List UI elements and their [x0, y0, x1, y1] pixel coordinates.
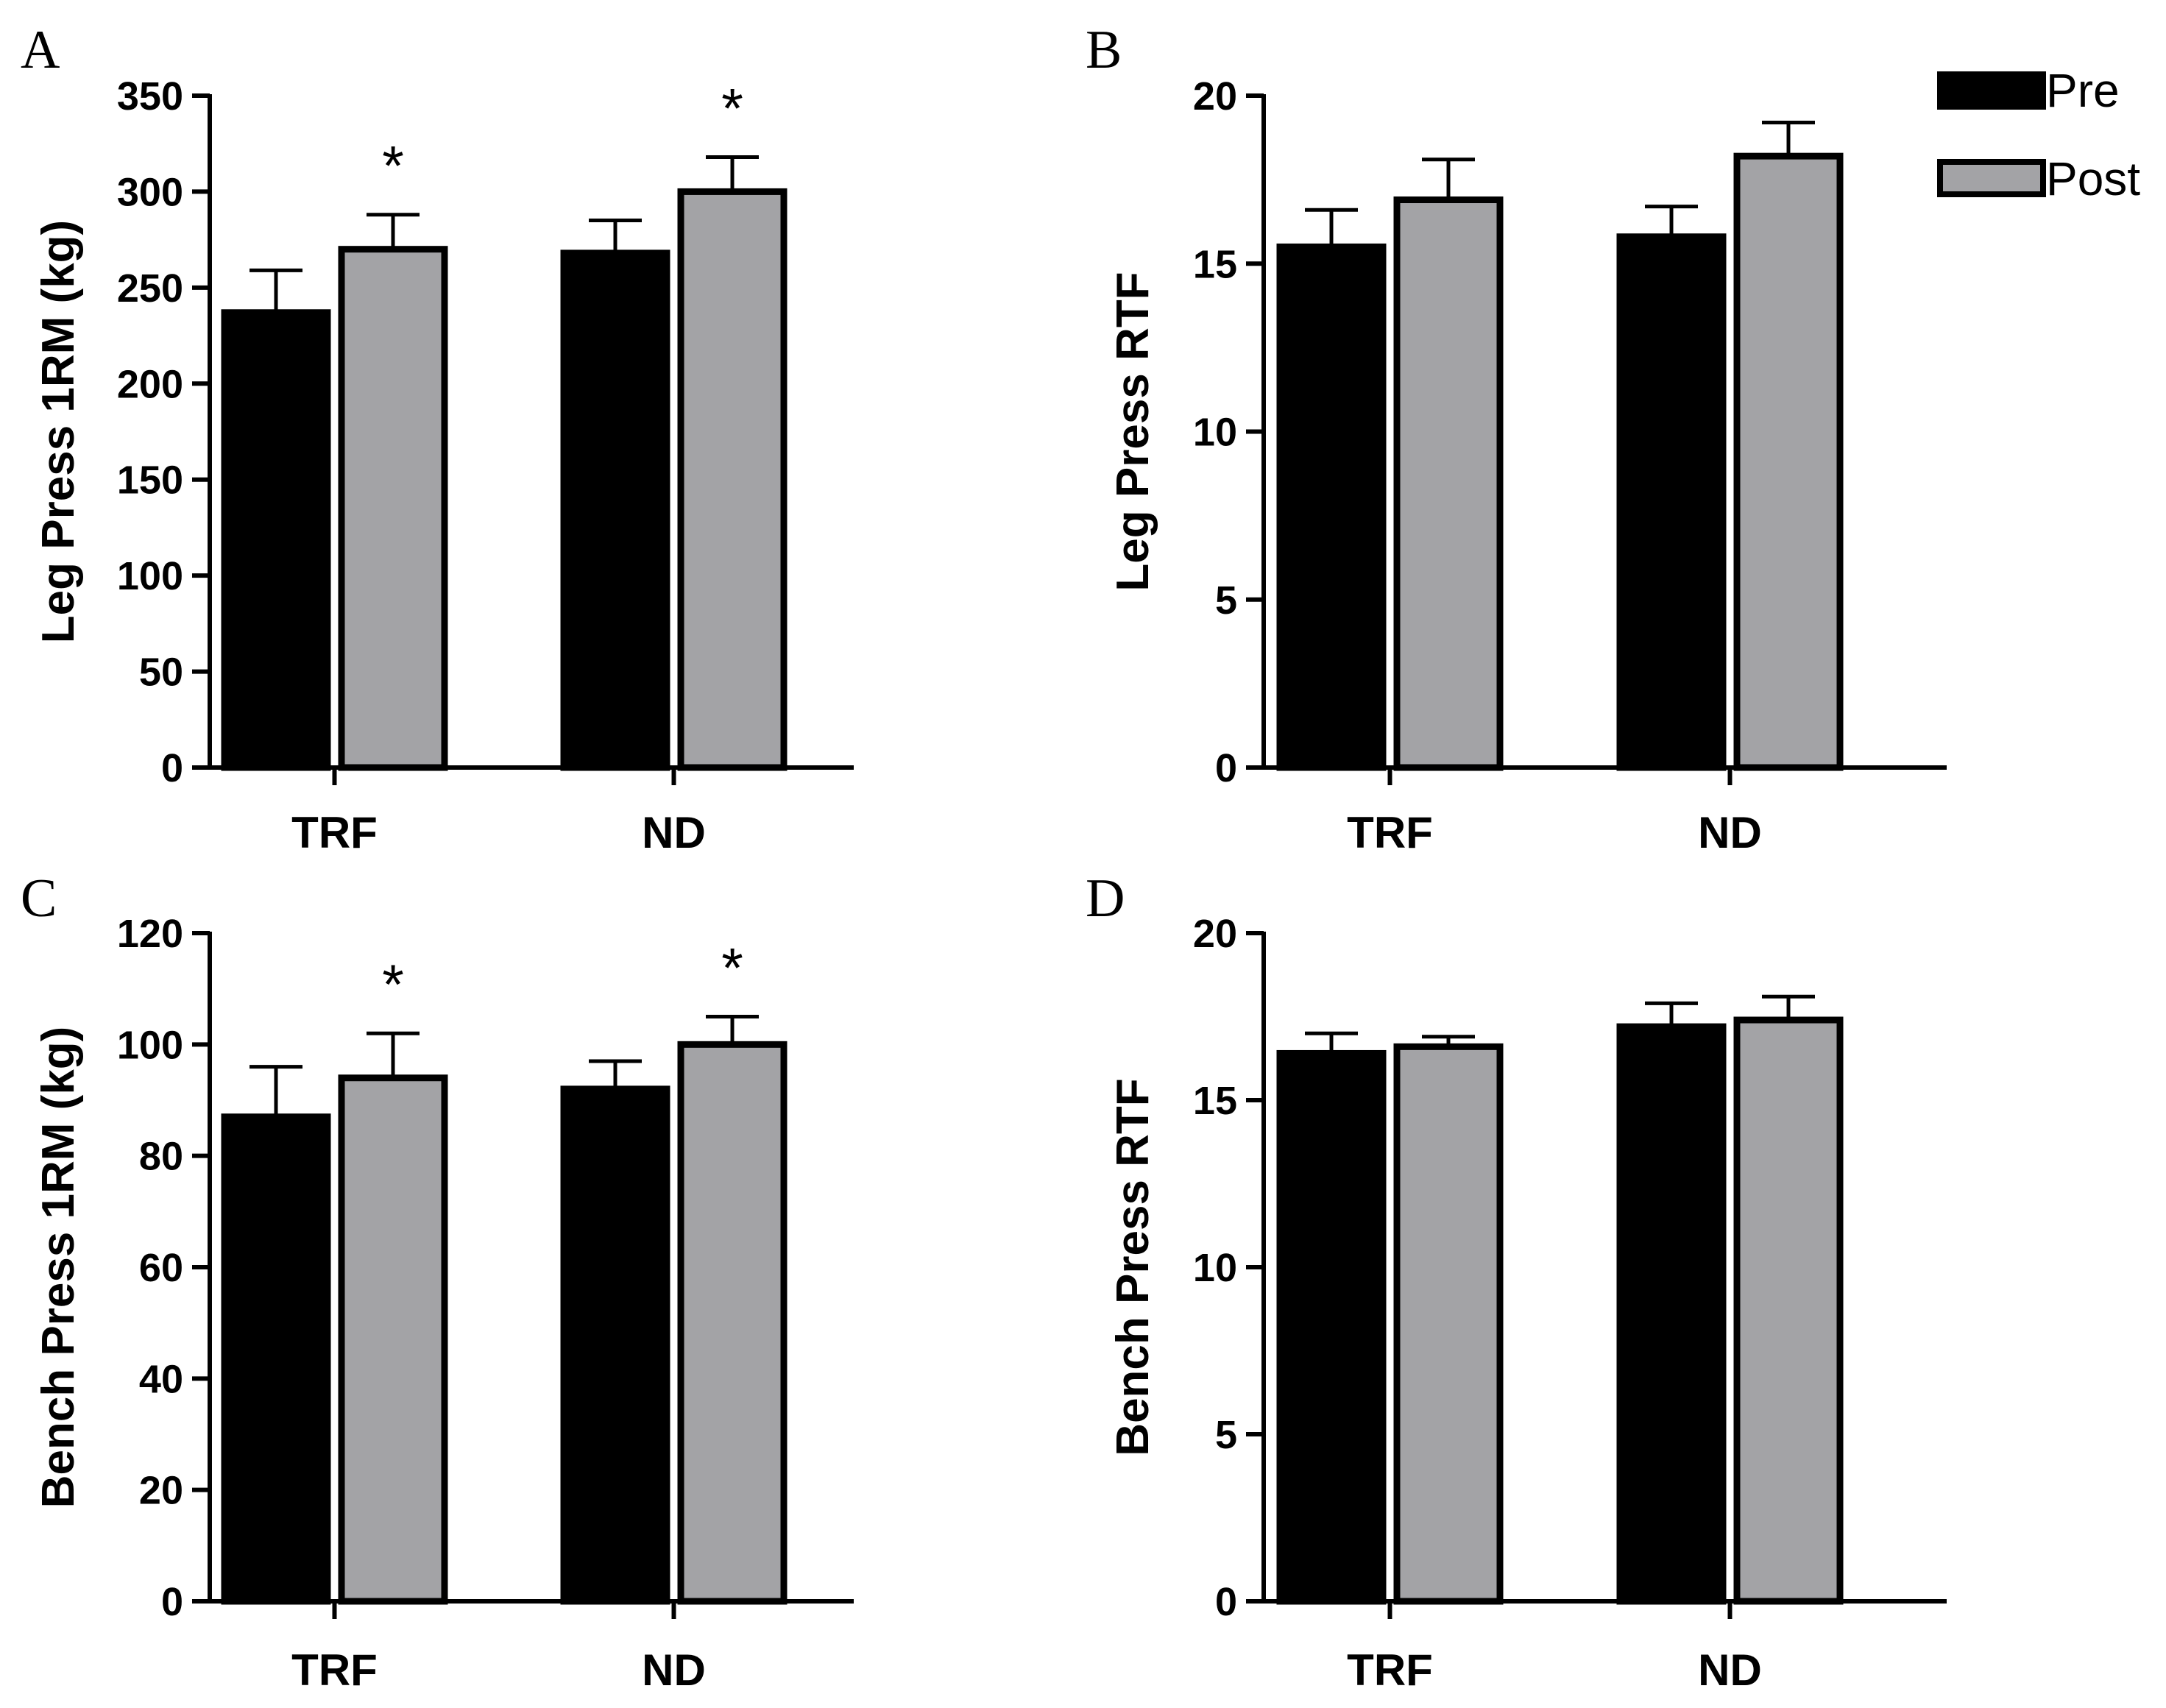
y-axis-label: Leg Press 1RM (kg)	[33, 220, 84, 643]
bar-post-trf	[1393, 196, 1504, 771]
y-tick-label: 0	[1215, 746, 1237, 790]
x-tick-label: TRF	[291, 808, 378, 857]
y-tick-label: 80	[139, 1135, 183, 1179]
y-tick-label: 20	[1193, 74, 1237, 118]
y-tick-label: 15	[1193, 1079, 1237, 1123]
x-tick-label: ND	[642, 808, 706, 857]
y-tick-label: 200	[117, 362, 183, 406]
bar-post-trf	[338, 246, 448, 771]
chart-panel-c: C Bench Press 1RM (kg) 0 20 40 60 80 100 120 * * TR…	[21, 868, 854, 1695]
panel-letter: A	[21, 20, 60, 80]
y-tick-label: 100	[117, 1023, 183, 1067]
y-axis-label: Bench Press RTF	[1108, 1078, 1158, 1456]
x-tick-label: TRF	[291, 1645, 378, 1695]
y-tick-label: 20	[139, 1469, 183, 1513]
bar-post-nd	[1733, 1016, 1844, 1605]
bar-pre-trf	[1276, 243, 1387, 771]
legend-label-pre: Pre	[2046, 64, 2120, 117]
bar-post-trf	[338, 1074, 448, 1605]
y-tick-label: 60	[139, 1246, 183, 1290]
chart-panel-d: D Bench Press RTF 0 5 10 15 20 TRF ND	[1086, 868, 1947, 1695]
y-tick-label: 15	[1193, 242, 1237, 286]
bar-post-trf	[1393, 1043, 1504, 1605]
bar-pre-nd	[560, 1085, 670, 1605]
y-tick-label: 250	[117, 266, 183, 311]
x-tick-label: ND	[1698, 808, 1762, 857]
y-tick-label: 120	[117, 912, 183, 956]
y-tick-label: 300	[117, 170, 183, 214]
bar-pre-nd	[1616, 233, 1727, 771]
y-axis-label: Leg Press RTF	[1108, 272, 1158, 591]
x-tick-label: ND	[1698, 1645, 1762, 1695]
bar-pre-trf	[221, 1113, 331, 1605]
significance-marker: *	[382, 954, 404, 1016]
y-tick-label: 150	[117, 458, 183, 503]
significance-marker: *	[382, 135, 404, 198]
panel-letter: B	[1086, 20, 1122, 80]
y-tick-label: 100	[117, 554, 183, 598]
bar-post-nd	[677, 188, 788, 771]
bar-pre-nd	[560, 249, 670, 771]
y-tick-label: 0	[161, 746, 183, 790]
bar-post-nd	[1733, 152, 1844, 771]
panel-letter: D	[1086, 868, 1125, 929]
legend-label-post: Post	[2046, 152, 2140, 205]
y-tick-label: 0	[1215, 1580, 1237, 1624]
y-tick-label: 10	[1193, 411, 1237, 455]
y-tick-label: 0	[161, 1580, 183, 1624]
significance-marker: *	[721, 77, 743, 140]
y-axis-label: Bench Press 1RM (kg)	[33, 1027, 84, 1509]
chart-panel-a: A Leg Press 1RM (kg) 0 50 100 150 200 250 300 350…	[21, 20, 854, 857]
significance-marker: *	[721, 938, 743, 1000]
legend: Pre Post	[1937, 64, 2140, 205]
chart-panel-b: B Leg Press RTF 0 5 10 15 20 TRF ND	[1086, 20, 1947, 857]
y-tick-label: 10	[1193, 1246, 1237, 1290]
x-tick-label: TRF	[1347, 808, 1433, 857]
x-tick-label: ND	[642, 1645, 706, 1695]
bar-pre-nd	[1616, 1023, 1727, 1605]
legend-swatch-post	[1937, 159, 2046, 197]
bar-post-nd	[677, 1041, 788, 1605]
y-tick-label: 50	[139, 651, 183, 695]
x-tick-label: TRF	[1347, 1645, 1433, 1695]
y-tick-label: 40	[139, 1357, 183, 1401]
y-tick-label: 5	[1215, 1413, 1237, 1457]
bar-pre-trf	[221, 309, 331, 771]
bar-pre-trf	[1276, 1049, 1387, 1605]
y-tick-label: 350	[117, 74, 183, 118]
legend-swatch-pre	[1937, 71, 2046, 110]
panel-letter: C	[21, 868, 57, 929]
y-tick-label: 5	[1215, 578, 1237, 623]
y-tick-label: 20	[1193, 912, 1237, 956]
